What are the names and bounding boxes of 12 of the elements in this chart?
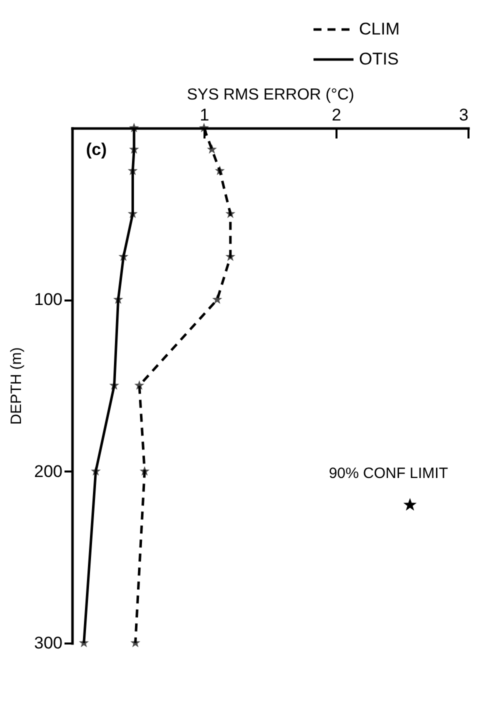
x-axis-title: SYS RMS ERROR (°C) (186, 86, 354, 104)
x-tick-label: 1 (200, 106, 210, 124)
y-tick-label: 300 (34, 634, 62, 652)
annotation: 90% CONF LIMIT (328, 465, 448, 482)
y-tick-label: 100 (34, 290, 62, 310)
y-tick-label: 200 (34, 462, 62, 481)
legend-label: OTIS (359, 50, 399, 68)
annotation: (c) (86, 140, 107, 159)
x-tick-label: 3 (459, 106, 468, 124)
y-axis-title: DEPTH (m) (8, 347, 26, 425)
legend-label: CLIM (359, 20, 400, 38)
x-tick-label: 2 (332, 106, 342, 124)
